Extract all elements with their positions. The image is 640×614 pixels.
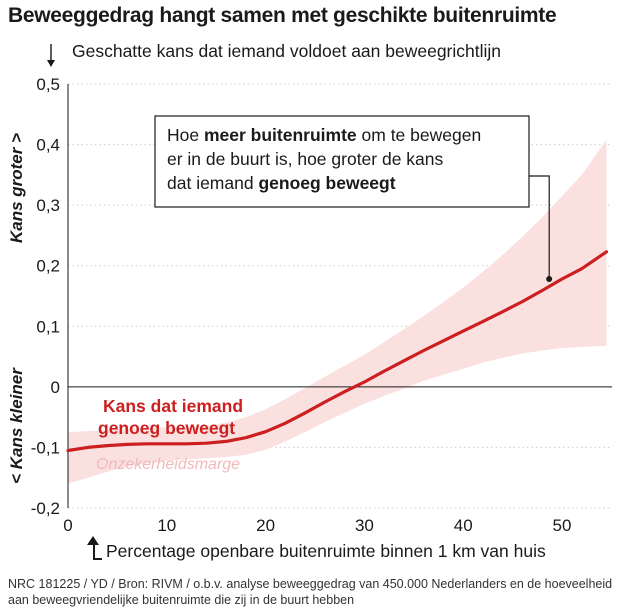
x-tick-labels: 0 10 20 30 40 50 xyxy=(63,516,571,535)
annotation-callout: Hoe meer buitenruimte om te bewegen er in… xyxy=(154,115,553,283)
annotation-box xyxy=(154,115,530,208)
annotation-leader xyxy=(529,175,550,279)
annotation-line: er in de buurt is, hoe groter de kans xyxy=(167,149,444,169)
x-axis-label: Percentage openbare buitenruimte binnen … xyxy=(106,541,546,561)
y-tick-label: -0,2 xyxy=(31,499,60,518)
y-tick-label: 0,3 xyxy=(36,196,60,215)
series-label-line2: genoeg beweegt xyxy=(98,418,235,438)
annotation-dot xyxy=(546,276,553,283)
y-tick-labels: -0,2 -0,1 0 0,1 0,2 0,3 0,4 0,5 xyxy=(31,75,60,518)
y-tick-label: 0,4 xyxy=(36,136,60,155)
x-tick-label: 0 xyxy=(63,516,72,535)
x-tick-label: 30 xyxy=(355,516,374,535)
series-label-line1: Kans dat iemand xyxy=(103,396,243,416)
annotation-line: Hoe meer buitenruimte om te bewegen xyxy=(167,125,481,145)
y-axis-label: Geschatte kans dat iemand voldoet aan be… xyxy=(72,41,501,61)
y-tick-label: 0,5 xyxy=(36,75,60,94)
series-line xyxy=(66,250,609,453)
side-label-greater: Kans groter > xyxy=(7,133,26,243)
uncertainty-band xyxy=(68,139,607,484)
x-tick-label: 10 xyxy=(157,516,176,535)
x-axis-arrow-icon xyxy=(87,536,102,560)
x-tick-label: 50 xyxy=(553,516,572,535)
y-tick-label: -0,1 xyxy=(31,438,60,457)
y-axis-arrow-icon xyxy=(47,44,55,67)
x-tick-label: 40 xyxy=(454,516,473,535)
band-label: Onzekerheidsmarge xyxy=(96,456,240,473)
y-tick-label: 0 xyxy=(51,378,60,397)
y-tick-label: 0,1 xyxy=(36,317,60,336)
annotation-text: Hoe meer buitenruimte om te bewegen er in… xyxy=(167,125,481,193)
chart-title: Beweeggedrag hangt samen met geschikte b… xyxy=(8,4,557,27)
source-note: NRC 181225 / YD / Bron: RIVM / o.b.v. an… xyxy=(8,577,613,607)
y-tick-label: 0,2 xyxy=(36,257,60,276)
side-label-smaller: < Kans kleiner xyxy=(7,367,26,484)
x-tick-label: 20 xyxy=(256,516,275,535)
annotation-line: dat iemand genoeg beweegt xyxy=(167,173,396,193)
